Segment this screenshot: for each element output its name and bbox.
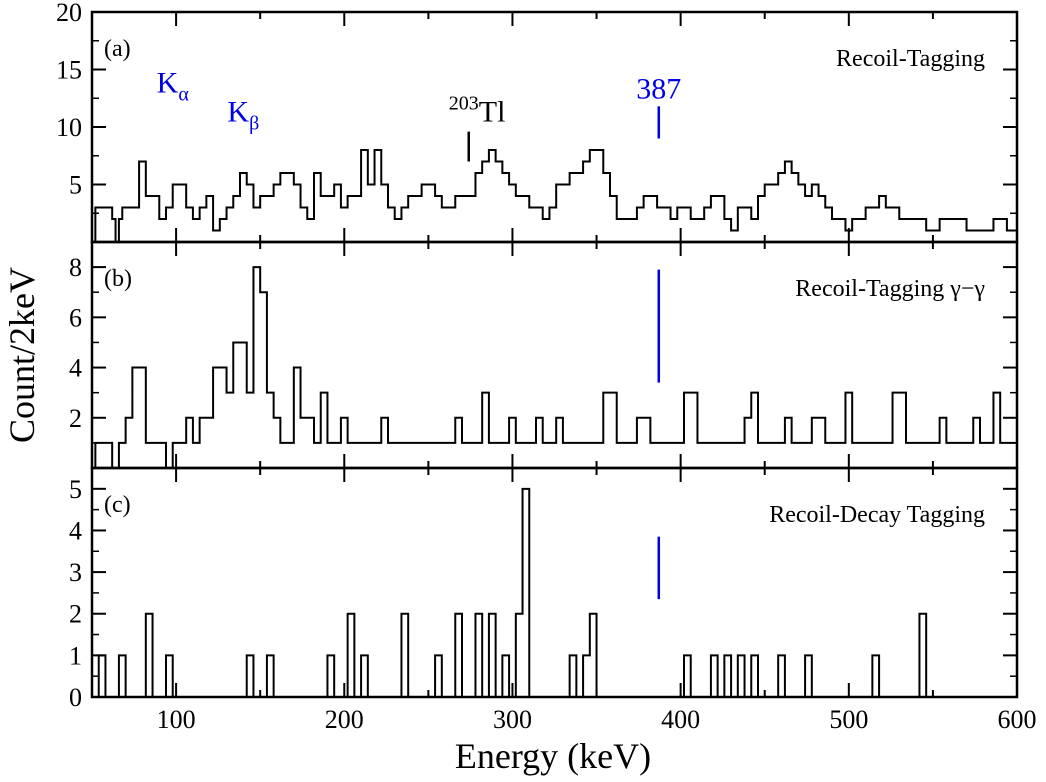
panel-label-b: (b) <box>104 266 132 292</box>
x-tick-label: 100 <box>157 705 196 734</box>
panel-label-c: (c) <box>104 492 131 518</box>
panel-a: 5 10 15 20 (a) Recoil-Tagging Kα Kβ 203Tl 387 <box>56 0 1019 244</box>
y-tick-label-a: 10 <box>56 113 82 142</box>
y-tick-label-c: 0 <box>69 683 82 712</box>
x-tick-label: 600 <box>998 705 1037 734</box>
y-tick-label-a: 5 <box>69 171 82 200</box>
y-tick-label-c: 1 <box>69 641 82 670</box>
panel-label-a: (a) <box>104 36 131 62</box>
x-axis: 100 200 300 400 500 600 <box>157 705 1037 734</box>
y-axis-title: Count/2keV <box>2 267 42 443</box>
y-tick-label-b: 2 <box>69 404 82 433</box>
y-tick-label-a: 15 <box>56 56 82 85</box>
panel-frame-c <box>90 466 1019 699</box>
y-tick-label-b: 6 <box>69 303 82 332</box>
x-tick-label: 500 <box>829 705 868 734</box>
y-tick-label-c: 3 <box>69 558 82 587</box>
panel-title-b: Recoil-Tagging γ−γ <box>795 276 985 302</box>
x-tick-label: 200 <box>325 705 364 734</box>
x-axis-title: Energy (keV) <box>455 736 651 776</box>
histogram-a <box>92 149 1017 243</box>
x-tick-label: 300 <box>493 705 532 734</box>
panel-title-c: Recoil-Decay Tagging <box>769 502 985 528</box>
annotation-a: 387 <box>636 72 681 105</box>
y-tick-label-c: 4 <box>69 516 82 545</box>
panel-b: 2 4 6 8 (b) Recoil-Tagging γ−γ <box>69 240 1019 470</box>
y-tick-label-c: 2 <box>69 600 82 629</box>
panel-c: 0 1 2 3 4 5 (c) Recoil-Decay Tagging <box>69 466 1019 712</box>
histogram-b <box>92 266 1017 469</box>
panel-title-a: Recoil-Tagging <box>836 46 985 72</box>
y-tick-label-b: 8 <box>69 253 82 282</box>
y-tick-label-a: 20 <box>56 0 82 27</box>
annotation-a: 203Tl <box>449 92 506 128</box>
y-tick-label-b: 4 <box>69 354 82 383</box>
annotation-a: Kβ <box>227 95 259 134</box>
x-tick-label: 400 <box>661 705 700 734</box>
annotation-a: Kα <box>157 67 190 106</box>
y-tick-label-c: 5 <box>69 475 82 504</box>
